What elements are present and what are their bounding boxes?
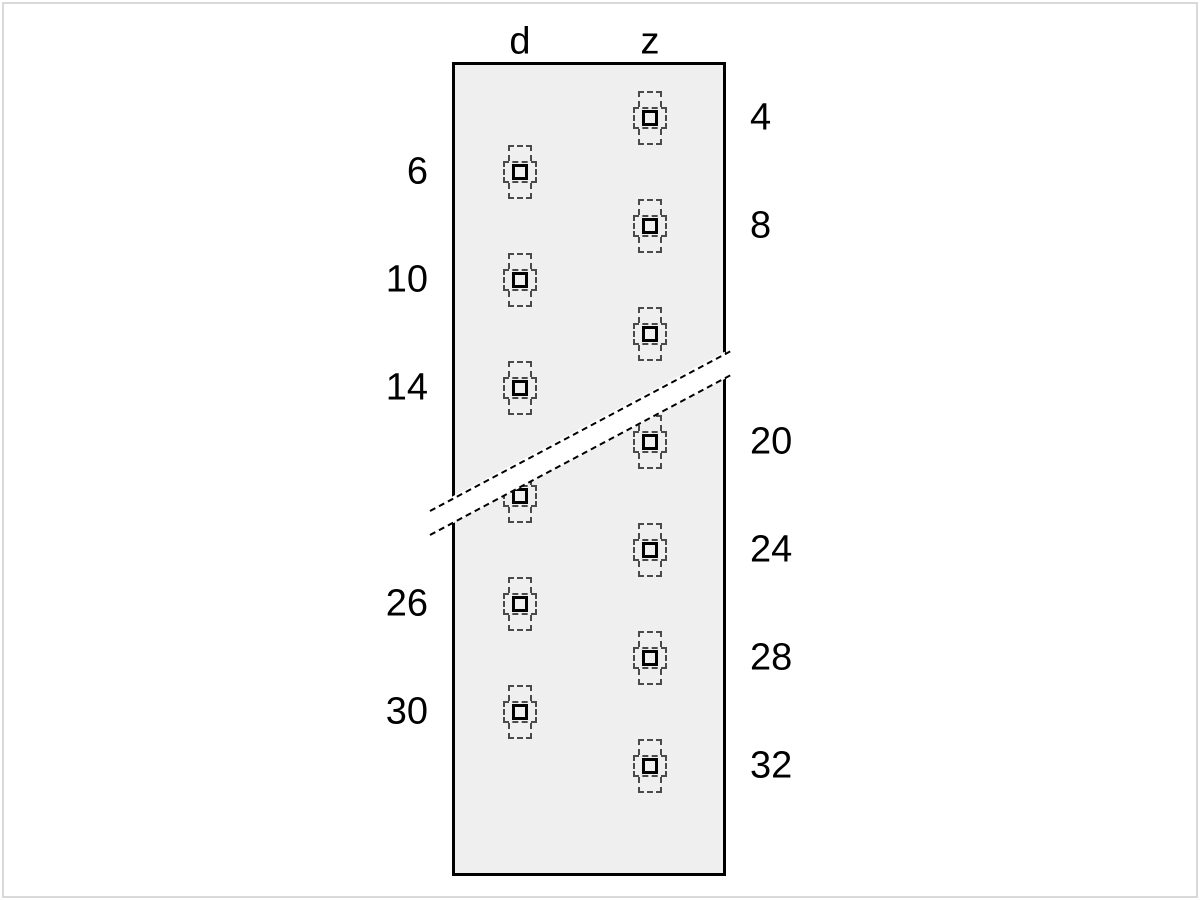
pin-z-row2	[633, 199, 667, 253]
pin-d-row1	[503, 145, 537, 199]
pin-z-row12	[633, 739, 667, 793]
pin-label-d-10: 10	[358, 259, 428, 302]
pin-d-row11	[503, 685, 537, 739]
pin-label-z-24: 24	[750, 529, 820, 572]
pin-label-z-4: 4	[750, 97, 820, 140]
diagram-stage: { "canvas": { "width": 1200, "height": 9…	[0, 0, 1200, 900]
pin-z-row8	[633, 523, 667, 577]
pin-label-z-8: 8	[750, 205, 820, 248]
pin-z-row0	[633, 91, 667, 145]
pin-label-z-20: 20	[750, 421, 820, 464]
pin-label-z-28: 28	[750, 637, 820, 680]
pin-d-row5	[503, 361, 537, 415]
pin-z-row10	[633, 631, 667, 685]
pin-label-d-14: 14	[358, 367, 428, 410]
pin-d-row9	[503, 577, 537, 631]
pin-label-d-30: 30	[358, 691, 428, 734]
pin-label-d-6: 6	[358, 151, 428, 194]
pin-d-row3	[503, 253, 537, 307]
pin-label-z-32: 32	[750, 745, 820, 788]
pin-z-row4	[633, 307, 667, 361]
connector-body	[452, 62, 726, 876]
column-header-z: z	[641, 21, 660, 64]
pin-label-d-26: 26	[358, 583, 428, 626]
column-header-d: d	[509, 21, 530, 64]
